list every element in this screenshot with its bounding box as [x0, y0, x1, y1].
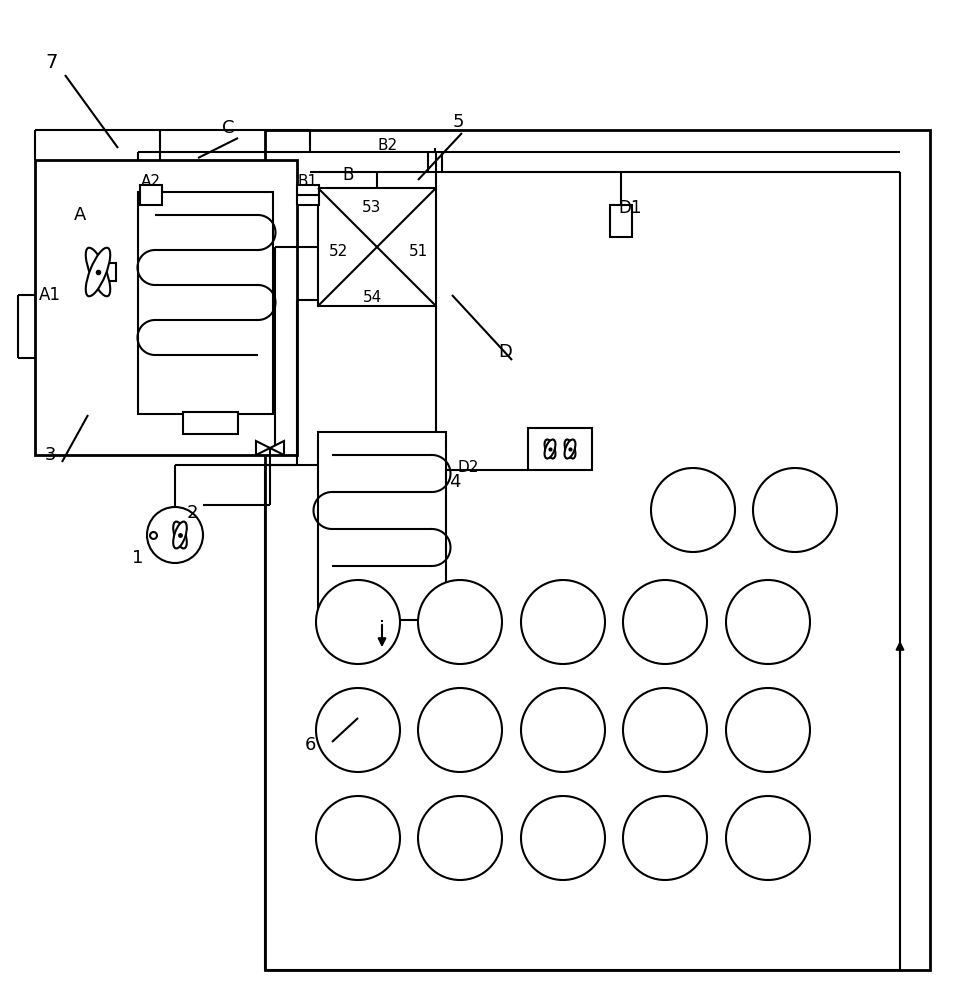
Text: D2: D2 — [457, 460, 479, 476]
Bar — [610, 205, 632, 237]
Text: 4: 4 — [449, 473, 461, 491]
Circle shape — [651, 468, 735, 552]
Bar — [265, 130, 930, 970]
Circle shape — [316, 580, 400, 664]
Bar — [297, 185, 319, 205]
Text: 51: 51 — [408, 244, 427, 259]
Bar — [183, 412, 238, 434]
Bar — [528, 428, 592, 470]
Text: A1: A1 — [39, 286, 61, 304]
Bar — [107, 263, 116, 281]
Polygon shape — [270, 441, 284, 455]
Text: 53: 53 — [362, 200, 382, 216]
Ellipse shape — [85, 248, 110, 296]
Bar — [140, 185, 162, 205]
Circle shape — [623, 688, 707, 772]
Ellipse shape — [544, 439, 556, 459]
Bar — [35, 160, 297, 455]
Ellipse shape — [173, 522, 187, 548]
Text: 2: 2 — [186, 504, 198, 522]
Circle shape — [623, 796, 707, 880]
Text: A: A — [74, 206, 86, 224]
Text: D1: D1 — [618, 199, 641, 217]
Bar — [138, 192, 273, 414]
Bar — [318, 188, 436, 306]
Text: 5: 5 — [452, 113, 464, 131]
Text: A2: A2 — [141, 174, 161, 190]
Circle shape — [418, 796, 502, 880]
Text: C: C — [222, 119, 234, 137]
Ellipse shape — [564, 439, 575, 459]
Circle shape — [753, 468, 837, 552]
Text: 7: 7 — [46, 52, 59, 72]
Circle shape — [147, 507, 203, 563]
Circle shape — [726, 796, 810, 880]
Text: 54: 54 — [362, 290, 382, 306]
Text: 6: 6 — [304, 736, 316, 754]
Ellipse shape — [564, 439, 575, 459]
Text: B: B — [343, 166, 353, 184]
Text: 1: 1 — [132, 549, 144, 567]
Circle shape — [623, 580, 707, 664]
Text: 52: 52 — [328, 244, 348, 259]
Text: 3: 3 — [44, 446, 56, 464]
Ellipse shape — [85, 248, 110, 296]
Text: D: D — [498, 343, 512, 361]
Ellipse shape — [173, 522, 187, 548]
Text: B1: B1 — [298, 174, 318, 190]
Circle shape — [316, 796, 400, 880]
Text: B2: B2 — [378, 137, 398, 152]
Circle shape — [418, 580, 502, 664]
Circle shape — [418, 688, 502, 772]
Circle shape — [726, 688, 810, 772]
Circle shape — [521, 580, 605, 664]
Circle shape — [521, 688, 605, 772]
Circle shape — [316, 688, 400, 772]
Polygon shape — [256, 441, 270, 455]
Circle shape — [521, 796, 605, 880]
Circle shape — [726, 580, 810, 664]
Bar — [318, 432, 446, 620]
Ellipse shape — [544, 439, 556, 459]
